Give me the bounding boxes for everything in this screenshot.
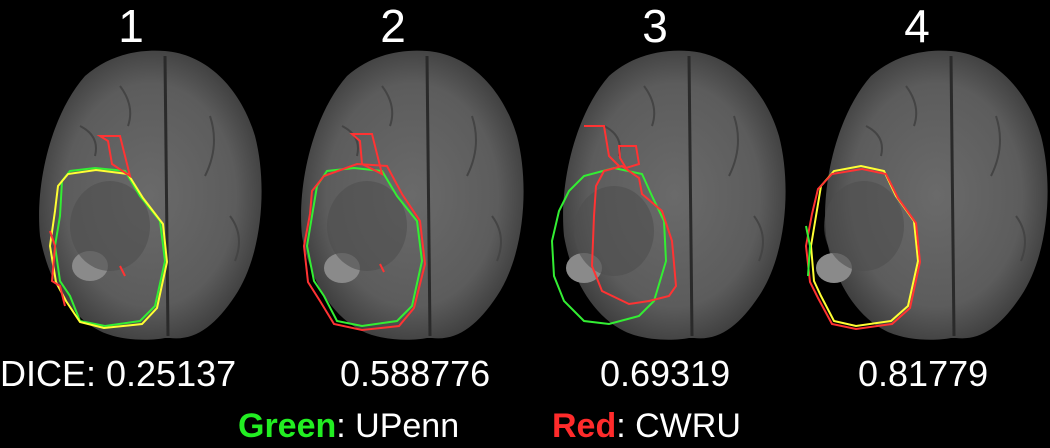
brain-panel-3: 3 0.69319	[524, 0, 786, 448]
legend-red-label: : CWRU	[616, 407, 741, 445]
brain-panel-4: 4 0.81779	[786, 0, 1048, 448]
brain-mri-image	[301, 50, 524, 340]
panel-number: 2	[380, 0, 406, 52]
brain-mri-image	[804, 50, 1048, 340]
legend-red: Red: CWRU	[552, 404, 741, 448]
dice-score: 0.69319	[600, 353, 731, 394]
dice-score: DICE: 0.25137	[0, 353, 237, 394]
legend-green-label: : UPenn	[336, 407, 460, 445]
legend-green: Green: UPenn	[238, 404, 459, 448]
dice-score: 0.81779	[858, 353, 989, 394]
dice-score: 0.588776	[340, 353, 491, 394]
legend-green-word: Green	[238, 407, 337, 445]
brain-panel-2: 2 0.588776	[262, 0, 524, 448]
panel-number: 3	[642, 0, 668, 52]
legend: Green: UPenn Red: CWRU	[0, 404, 1050, 448]
panel-number: 4	[904, 0, 930, 52]
legend-red-word: Red	[552, 407, 617, 445]
panel-number: 1	[118, 0, 144, 52]
brain-panel-1: 1 DICE: 0.25137	[0, 0, 262, 448]
brain-mri-image	[550, 50, 786, 340]
brain-mri-image	[39, 50, 262, 340]
